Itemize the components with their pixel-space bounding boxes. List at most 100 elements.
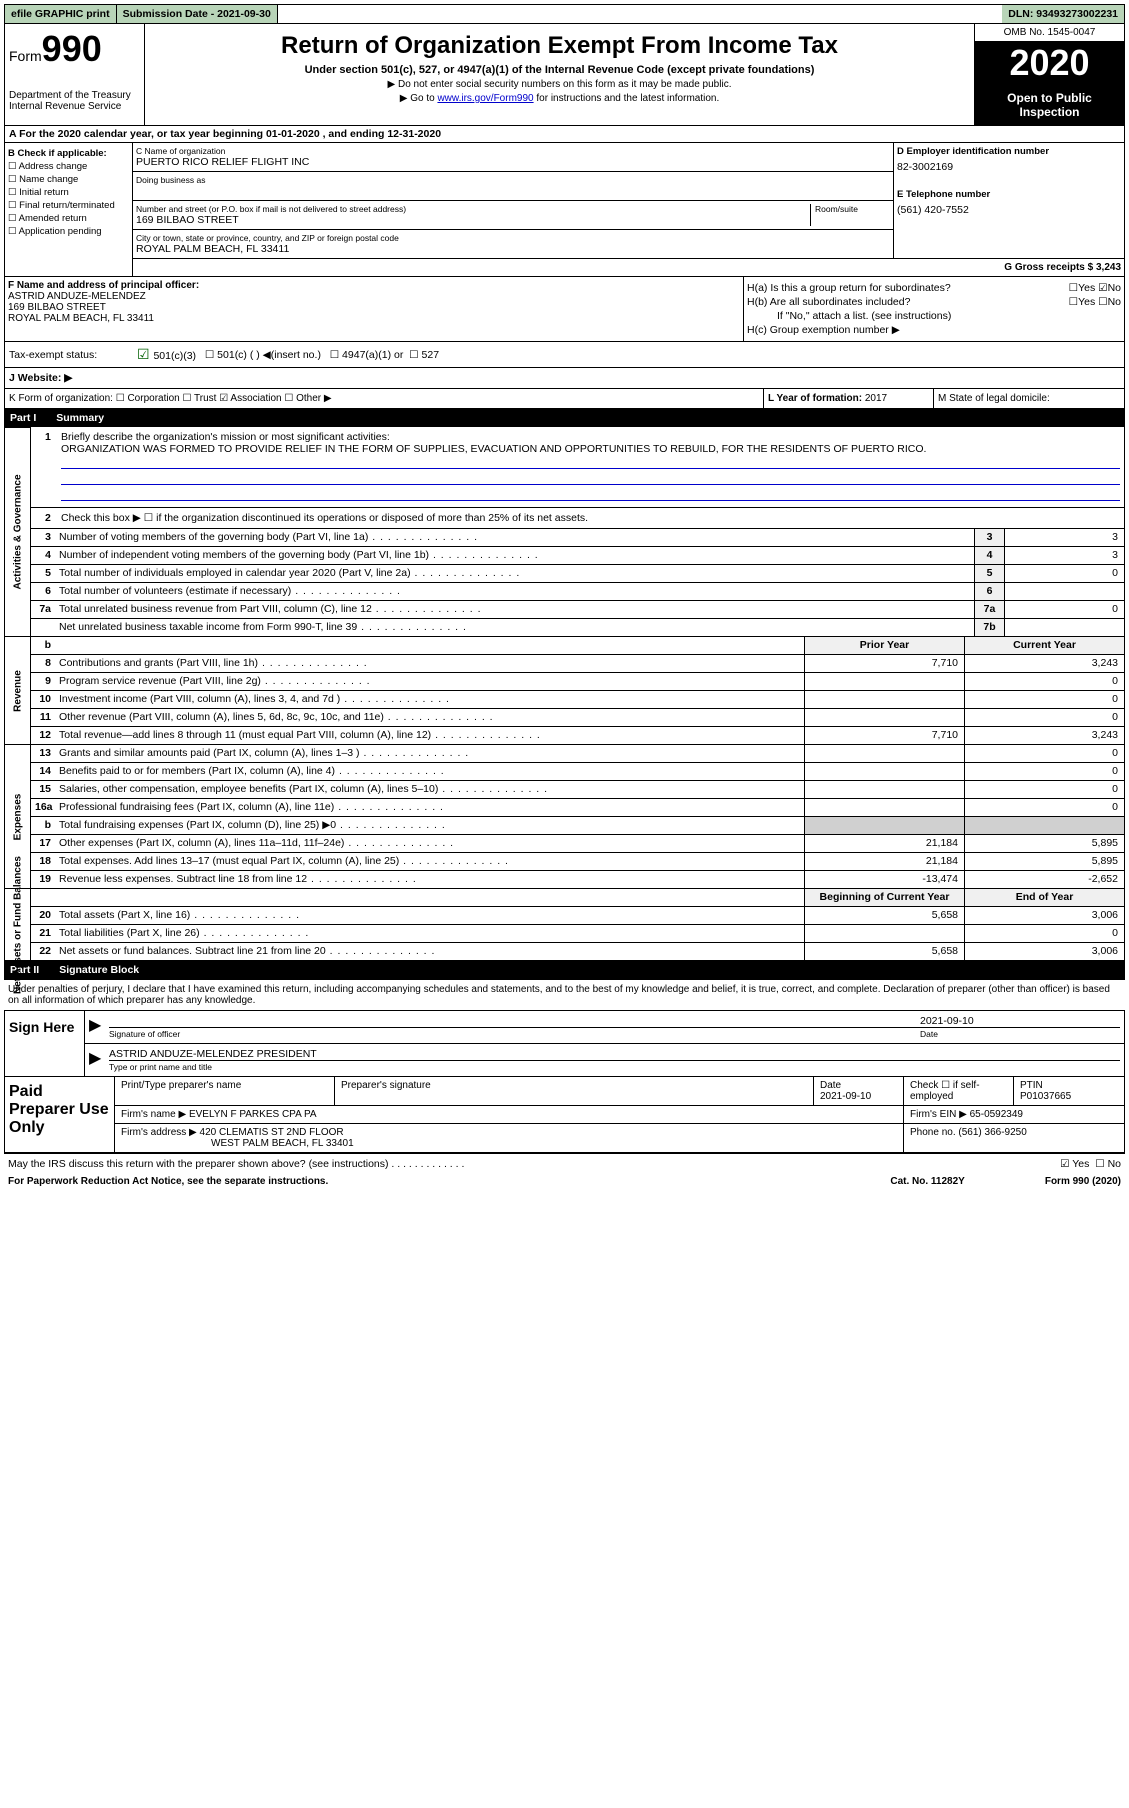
department: Department of the Treasury Internal Reve… bbox=[9, 90, 140, 112]
tax-status-row: Tax-exempt status: 501(c)(3) ☐ 501(c) ( … bbox=[4, 342, 1125, 368]
data-row: 15Salaries, other compensation, employee… bbox=[31, 780, 1124, 798]
discuss-row: May the IRS discuss this return with the… bbox=[4, 1153, 1125, 1174]
side-governance: Activities & Governance bbox=[5, 427, 31, 636]
city-state-zip: ROYAL PALM BEACH, FL 33411 bbox=[136, 243, 890, 255]
data-row: 11Other revenue (Part VIII, column (A), … bbox=[31, 708, 1124, 726]
firm-addr: 420 CLEMATIS ST 2ND FLOOR bbox=[200, 1127, 344, 1138]
paid-preparer-block: Paid Preparer Use Only Print/Type prepar… bbox=[4, 1077, 1125, 1153]
open-public-badge: Open to Public Inspection bbox=[975, 85, 1124, 125]
data-row: 8Contributions and grants (Part VIII, li… bbox=[31, 654, 1124, 672]
form-footer: Form 990 (2020) bbox=[1045, 1176, 1121, 1187]
part1-body: Activities & Governance 1 Briefly descri… bbox=[4, 427, 1125, 961]
street-address: 169 BILBAO STREET bbox=[136, 214, 810, 226]
gov-row: 3Number of voting members of the governi… bbox=[31, 528, 1124, 546]
phone-label: E Telephone number bbox=[897, 189, 1121, 200]
sig-officer-label: Signature of officer bbox=[109, 1027, 920, 1039]
section-a-period: A For the 2020 calendar year, or tax yea… bbox=[4, 126, 1125, 143]
chk-4947[interactable]: ☐ 4947(a)(1) or bbox=[330, 349, 404, 361]
sign-here-block: Sign Here ▶ Signature of officer 2021-09… bbox=[4, 1010, 1125, 1077]
data-row: 18Total expenses. Add lines 13–17 (must … bbox=[31, 852, 1124, 870]
form-subtitle: Under section 501(c), 527, or 4947(a)(1)… bbox=[149, 64, 970, 76]
fgh-block: F Name and address of principal officer:… bbox=[4, 277, 1125, 342]
data-row: 20Total assets (Part X, line 16)5,6583,0… bbox=[31, 906, 1124, 924]
irs-link[interactable]: www.irs.gov/Form990 bbox=[437, 93, 533, 104]
data-row: 10Investment income (Part VIII, column (… bbox=[31, 690, 1124, 708]
cat-no: Cat. No. 11282Y bbox=[890, 1176, 964, 1187]
prep-row-3: Firm's address ▶ 420 CLEMATIS ST 2ND FLO… bbox=[115, 1124, 1124, 1152]
form-number: Form990 bbox=[9, 28, 140, 70]
note-goto: ▶ Go to www.irs.gov/Form990 for instruct… bbox=[149, 93, 970, 104]
room-suite: Room/suite bbox=[810, 204, 890, 226]
col-b-checkboxes: B Check if applicable: Address change Na… bbox=[5, 143, 133, 276]
col-d-e: D Employer identification number 82-3002… bbox=[894, 143, 1124, 258]
paperwork-notice: For Paperwork Reduction Act Notice, see … bbox=[4, 1174, 1125, 1189]
note-ssn: ▶ Do not enter social security numbers o… bbox=[149, 79, 970, 90]
officer-name: ASTRID ANDUZE-MELENDEZ bbox=[8, 291, 740, 302]
side-netassets: Net Assets or Fund Balances bbox=[5, 888, 31, 960]
year-formation: L Year of formation: 2017 bbox=[764, 389, 934, 408]
gov-row: 6Total number of volunteers (estimate if… bbox=[31, 582, 1124, 600]
gov-row: 5Total number of individuals employed in… bbox=[31, 564, 1124, 582]
phone-value: (561) 420-7552 bbox=[897, 204, 1121, 216]
ein-label: D Employer identification number bbox=[897, 146, 1121, 157]
data-row: 12Total revenue—add lines 8 through 11 (… bbox=[31, 726, 1124, 744]
chk-app-pending[interactable]: Application pending bbox=[8, 226, 129, 237]
form-title: Return of Organization Exempt From Incom… bbox=[149, 32, 970, 60]
part1-header: Part I Summary bbox=[4, 409, 1125, 427]
gross-receipts: G Gross receipts $ 3,243 bbox=[133, 258, 1124, 276]
sign-here-label: Sign Here bbox=[5, 1011, 85, 1076]
firm-ein: 65-0592349 bbox=[970, 1109, 1023, 1120]
klm-row: K Form of organization: ☐ Corporation ☐ … bbox=[4, 389, 1125, 409]
data-row: 22Net assets or fund balances. Subtract … bbox=[31, 942, 1124, 960]
data-row: 19Revenue less expenses. Subtract line 1… bbox=[31, 870, 1124, 888]
website-row: J Website: ▶ bbox=[4, 368, 1125, 389]
chk-name-change[interactable]: Name change bbox=[8, 174, 129, 185]
tax-year: 2020 bbox=[975, 42, 1124, 85]
paid-preparer-label: Paid Preparer Use Only bbox=[5, 1077, 115, 1152]
dln: DLN: 93493273002231 bbox=[1002, 5, 1124, 23]
dba-box: Doing business as bbox=[133, 172, 893, 201]
chk-501c3[interactable]: 501(c)(3) bbox=[137, 346, 196, 363]
firm-name: EVELYN F PARKES CPA PA bbox=[189, 1109, 317, 1120]
address-box: Number and street (or P.O. box if mail i… bbox=[133, 201, 893, 230]
sig-intro: Under penalties of perjury, I declare th… bbox=[4, 979, 1125, 1010]
officer-printed: ASTRID ANDUZE-MELENDEZ PRESIDENT bbox=[109, 1048, 1120, 1060]
omb-number: OMB No. 1545-0047 bbox=[975, 24, 1124, 42]
org-name-box: C Name of organization PUERTO RICO RELIE… bbox=[133, 143, 893, 172]
data-row: 14Benefits paid to or for members (Part … bbox=[31, 762, 1124, 780]
data-row: 21Total liabilities (Part X, line 26)0 bbox=[31, 924, 1124, 942]
form-header: Form990 Department of the Treasury Inter… bbox=[4, 24, 1125, 126]
gov-row: Net unrelated business taxable income fr… bbox=[31, 618, 1124, 636]
ptin: P01037665 bbox=[1020, 1091, 1071, 1102]
chk-initial-return[interactable]: Initial return bbox=[8, 187, 129, 198]
data-row: 16aProfessional fundraising fees (Part I… bbox=[31, 798, 1124, 816]
q2-discontinued: 2 Check this box ▶ ☐ if the organization… bbox=[31, 507, 1124, 528]
arrow-icon: ▶ bbox=[89, 1015, 109, 1039]
org-name: PUERTO RICO RELIEF FLIGHT INC bbox=[136, 156, 890, 168]
chk-final-return[interactable]: Final return/terminated bbox=[8, 200, 129, 211]
col-b-title: B Check if applicable: bbox=[8, 148, 129, 159]
city-box: City or town, state or province, country… bbox=[133, 230, 893, 258]
data-row: 17Other expenses (Part IX, column (A), l… bbox=[31, 834, 1124, 852]
chk-527[interactable]: ☐ 527 bbox=[409, 349, 439, 361]
mission-text: ORGANIZATION WAS FORMED TO PROVIDE RELIE… bbox=[61, 443, 926, 455]
chk-501c[interactable]: ☐ 501(c) ( ) ◀(insert no.) bbox=[205, 349, 321, 361]
submission-date: Submission Date - 2021-09-30 bbox=[117, 5, 278, 23]
prep-row-2: Firm's name ▶ EVELYN F PARKES CPA PA Fir… bbox=[115, 1106, 1124, 1124]
col-h: H(a) Is this a group return for subordin… bbox=[744, 277, 1124, 341]
chk-self-employed[interactable]: Check ☐ if self-employed bbox=[904, 1077, 1014, 1105]
firm-phone: (561) 366-9250 bbox=[958, 1127, 1026, 1138]
efile-label[interactable]: efile GRAPHIC print bbox=[5, 5, 117, 23]
data-row: 13Grants and similar amounts paid (Part … bbox=[31, 744, 1124, 762]
chk-amended[interactable]: Amended return bbox=[8, 213, 129, 224]
chk-address-change[interactable]: Address change bbox=[8, 161, 129, 172]
net-header-row: Beginning of Current Year End of Year bbox=[31, 888, 1124, 906]
top-bar: efile GRAPHIC print Submission Date - 20… bbox=[4, 4, 1125, 24]
sig-date: 2021-09-10 bbox=[920, 1015, 1120, 1027]
main-info-block: B Check if applicable: Address change Na… bbox=[4, 143, 1125, 277]
rev-header-row: b Prior Year Current Year bbox=[31, 636, 1124, 654]
part2-header: Part II Signature Block bbox=[4, 961, 1125, 979]
q1-mission: 1 Briefly describe the organization's mi… bbox=[31, 427, 1124, 507]
gov-row: 4Number of independent voting members of… bbox=[31, 546, 1124, 564]
gov-row: 7aTotal unrelated business revenue from … bbox=[31, 600, 1124, 618]
